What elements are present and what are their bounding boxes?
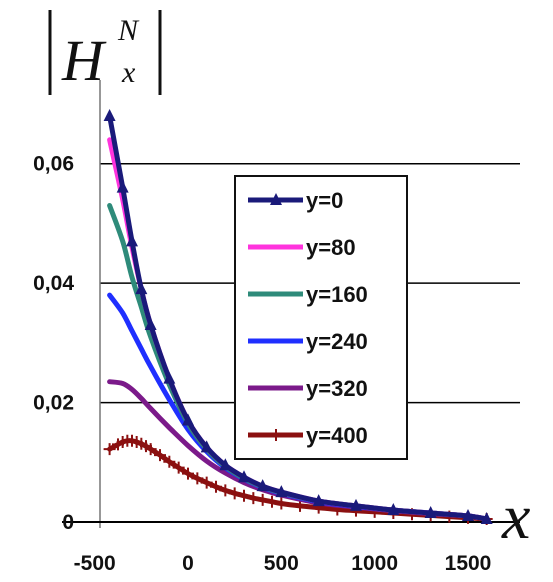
data-point-marker <box>462 509 474 522</box>
legend-label: y=160 <box>306 282 368 307</box>
legend-label: y=320 <box>306 376 368 401</box>
data-point-marker <box>126 234 138 247</box>
data-point-marker <box>182 467 194 480</box>
x-tick-label: 500 <box>264 552 299 575</box>
data-point-marker <box>144 317 157 330</box>
data-point-marker <box>256 493 269 506</box>
data-point-marker <box>266 495 278 508</box>
y-tick-label: 0,04 <box>33 272 74 295</box>
data-point-marker <box>480 512 493 525</box>
data-point-marker <box>163 371 176 384</box>
y-tick-label: 0,02 <box>33 392 74 415</box>
x-tick-label: 1500 <box>445 552 492 575</box>
data-point-marker <box>219 458 232 471</box>
data-point-marker <box>238 470 250 483</box>
data-point-marker <box>103 108 116 121</box>
data-point-marker <box>163 455 176 468</box>
data-point-marker <box>387 503 400 516</box>
data-point-marker <box>200 440 213 453</box>
data-point-marker <box>191 472 204 485</box>
data-point-marker <box>200 476 213 489</box>
data-point-marker <box>182 413 194 426</box>
legend: y=0 y=80 y=160 y=240 y=320 y=400 <box>234 175 408 460</box>
x-tick-label: 1000 <box>351 552 398 575</box>
data-point-marker <box>210 480 222 493</box>
data-point-marker <box>219 484 232 497</box>
legend-item: y=400 <box>248 423 368 448</box>
y-tick-label: 0 <box>62 511 74 534</box>
legend-label: y=0 <box>306 188 343 213</box>
data-point-marker <box>238 489 250 502</box>
data-point-marker <box>350 498 362 511</box>
data-point-marker <box>172 461 185 474</box>
title-subscript: x <box>121 56 136 89</box>
legend-marker <box>270 429 282 441</box>
data-point-marker <box>294 499 306 512</box>
data-point-marker <box>228 487 241 500</box>
legend-marker <box>270 193 282 205</box>
x-tick-label: 0 <box>182 552 194 575</box>
data-point-marker <box>144 443 157 456</box>
y-tick-label: 0,06 <box>33 153 74 176</box>
legend-item: y=320 <box>248 376 368 401</box>
data-point-marker <box>154 449 166 462</box>
data-point-marker <box>275 497 288 510</box>
data-point-marker <box>275 485 288 498</box>
legend-label: y=400 <box>306 423 368 448</box>
legend-item: y=240 <box>248 329 368 354</box>
data-point-marker <box>247 492 260 505</box>
legend-label: y=240 <box>306 329 368 354</box>
data-point-marker <box>424 506 437 519</box>
tick-labels: 00,020,040,06-500 0 500 1000 1500 <box>33 153 491 575</box>
x-axis-label: x <box>501 481 530 552</box>
title-superscript: N <box>117 14 140 47</box>
legend-item: y=80 <box>248 235 356 260</box>
data-point-marker <box>116 180 129 193</box>
legend-label: y=80 <box>306 235 356 260</box>
axes <box>62 80 520 528</box>
legend-box <box>234 175 408 460</box>
legend-item: y=160 <box>248 282 368 307</box>
series-layer <box>103 108 493 526</box>
x-tick-label: -500 <box>74 552 116 575</box>
data-point-marker <box>103 443 116 456</box>
data-point-marker <box>135 282 148 295</box>
data-point-marker <box>256 479 269 492</box>
data-point-marker <box>312 494 325 507</box>
chart-title: H N x <box>48 10 162 95</box>
series-y=0 <box>103 108 493 525</box>
legend-item: y=0 <box>248 188 343 213</box>
